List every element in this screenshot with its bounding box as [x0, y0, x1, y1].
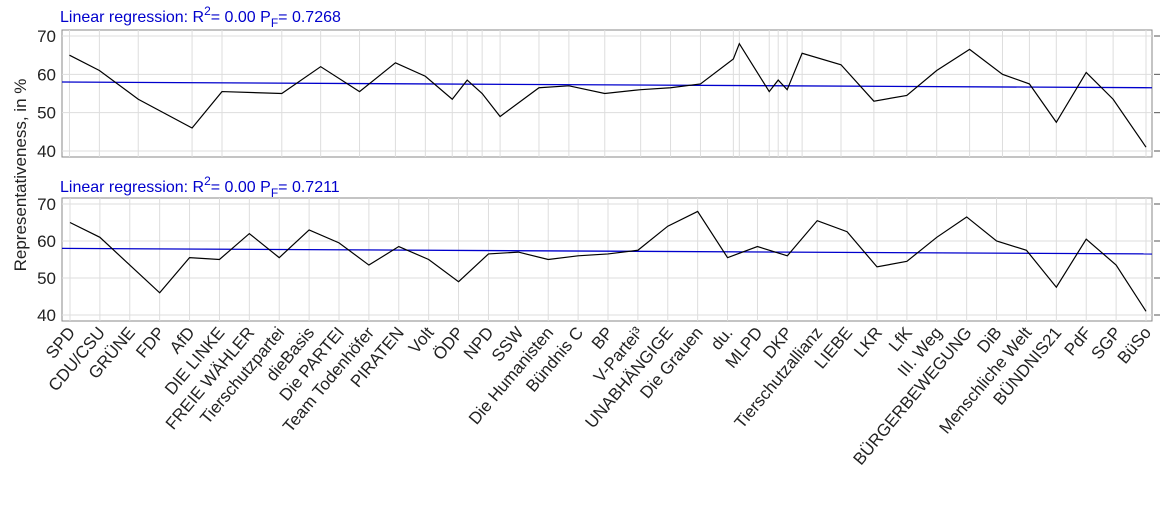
- annotation-part: 2: [204, 174, 211, 188]
- annotation-part: F: [271, 16, 278, 30]
- regression-annotation: Linear regression: R2= 0.00 PF= 0.7211: [60, 174, 340, 200]
- y-axis-label: Representativeness, in %: [11, 79, 30, 272]
- y-tick-label: 60: [37, 232, 56, 251]
- y-tick-label: 50: [37, 104, 56, 123]
- data-line: [69, 42, 1147, 148]
- y-tick-label: 60: [37, 65, 56, 84]
- annotation-part: Linear regression: R: [60, 9, 204, 26]
- y-tick-label: 40: [37, 306, 56, 325]
- regression-annotation: Linear regression: R2= 0.00 PF= 0.7268: [60, 4, 341, 30]
- y-tick-label: 70: [37, 195, 56, 214]
- x-tick-label: ÖDP: [429, 323, 467, 363]
- data-line: [69, 210, 1147, 312]
- annotation-part: = 0.7268: [278, 9, 341, 26]
- plot-frame: [61, 29, 1153, 158]
- x-tick-label: FDP: [132, 323, 168, 361]
- annotation-part: F: [271, 186, 278, 200]
- annotation-part: 2: [204, 4, 211, 18]
- annotation-part: = 0.7211: [278, 179, 340, 196]
- y-tick-label: 50: [37, 269, 56, 288]
- annotation-part: = 0.00 P: [211, 179, 271, 196]
- x-tick-label: LKR: [850, 323, 886, 361]
- y-tick-label: 40: [37, 142, 56, 161]
- y-tick-label: 70: [37, 27, 56, 46]
- plot-frame: [61, 197, 1153, 322]
- regression-line: [61, 81, 1153, 89]
- annotation-part: Linear regression: R: [60, 179, 204, 196]
- x-tick-label: BüSo: [1114, 323, 1155, 367]
- annotation-part: = 0.00 P: [211, 9, 271, 26]
- regression-line: [61, 247, 1153, 255]
